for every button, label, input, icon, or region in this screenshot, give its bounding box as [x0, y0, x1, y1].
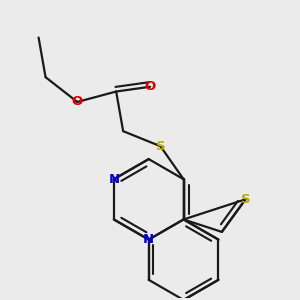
Text: S: S — [241, 193, 250, 206]
Text: N: N — [143, 233, 154, 246]
Text: O: O — [144, 80, 156, 93]
Text: S: S — [156, 140, 165, 153]
Text: N: N — [108, 173, 119, 186]
Text: O: O — [72, 95, 83, 108]
